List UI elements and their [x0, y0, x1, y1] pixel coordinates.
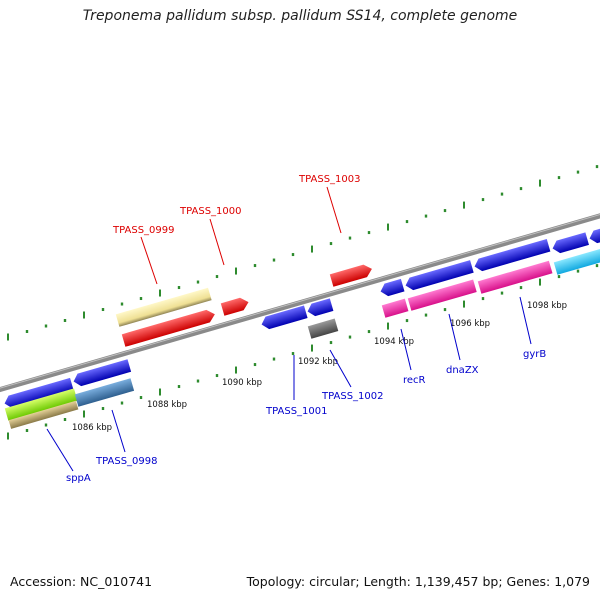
accession-text: Accession: NC_010741 — [10, 574, 153, 589]
gene-label-dnazx[interactable]: dnaZX — [446, 365, 479, 376]
bottom-gene-labels: sppA TPASS_0998 TPASS_1001 TPASS_1002 re… — [46, 296, 546, 484]
feature-recr[interactable] — [379, 278, 405, 298]
gene-label-tpass-1003[interactable]: TPASS_1003 — [298, 174, 360, 185]
scale-label: 1096 kbp — [450, 319, 490, 329]
feature-gyrb[interactable] — [477, 260, 553, 294]
gene-label-gyrb[interactable]: gyrB — [523, 349, 546, 360]
scale-label: 1088 kbp — [147, 400, 187, 410]
feature-dnazx[interactable] — [407, 279, 477, 311]
feature-tpass-0998[interactable] — [74, 378, 135, 407]
scale-label: 1086 kbp — [72, 423, 112, 433]
feature-tpass-1003[interactable] — [329, 263, 374, 287]
genome-backbone-highlight — [0, 213, 600, 389]
scale-label: 1094 kbp — [374, 337, 414, 347]
feature-tpass-1001-b[interactable] — [306, 298, 334, 317]
feature-sppa[interactable] — [4, 388, 78, 421]
map-title: Treponema pallidum subsp. pallidum SS14,… — [82, 8, 518, 24]
gene-label-sppa[interactable]: sppA — [66, 473, 91, 484]
feature-tpass-1001[interactable] — [260, 305, 308, 331]
gene-label-tpass-1000[interactable]: TPASS_1000 — [179, 206, 241, 217]
gene-label-tpass-1001[interactable]: TPASS_1001 — [265, 406, 327, 417]
feature-right-cyan[interactable] — [553, 248, 600, 275]
scale-labels: 1086 kbp 1088 kbp 1090 kbp 1092 kbp 1094… — [72, 301, 567, 433]
feature-tpass-1000[interactable] — [220, 296, 251, 316]
scale-label: 1092 kbp — [298, 357, 338, 367]
top-gene-labels: TPASS_0999 TPASS_1000 TPASS_1003 — [112, 174, 360, 285]
upper-tick-track — [7, 165, 599, 341]
gene-label-tpass-0999[interactable]: TPASS_0999 — [112, 225, 174, 236]
feature-gyrb-blue[interactable] — [473, 238, 551, 273]
feature-tpass-1002[interactable] — [307, 318, 339, 339]
genome-info-text: Topology: circular; Length: 1,139,457 bp… — [246, 574, 590, 589]
feature-left-blue-a[interactable] — [3, 377, 74, 410]
feature-sppa-tan[interactable] — [8, 400, 79, 429]
feature-tpass-0999[interactable] — [115, 287, 212, 327]
genome-backbone — [0, 213, 600, 393]
scale-label: 1090 kbp — [222, 378, 262, 388]
scale-label: 1098 kbp — [527, 301, 567, 311]
lower-tick-track — [7, 264, 599, 440]
feature-right-blue-a[interactable] — [551, 232, 589, 254]
feature-left-blue-b[interactable] — [72, 359, 132, 388]
feature-tpass-0999-red[interactable] — [121, 308, 217, 347]
gene-label-recr[interactable]: recR — [403, 375, 426, 386]
feature-dnazx-blue[interactable] — [404, 260, 474, 292]
gene-label-tpass-1002[interactable]: TPASS_1002 — [321, 391, 383, 402]
feature-recr-pink[interactable] — [381, 298, 409, 318]
feature-right-blue-b[interactable] — [588, 226, 600, 245]
gene-label-tpass-0998[interactable]: TPASS_0998 — [95, 456, 157, 467]
